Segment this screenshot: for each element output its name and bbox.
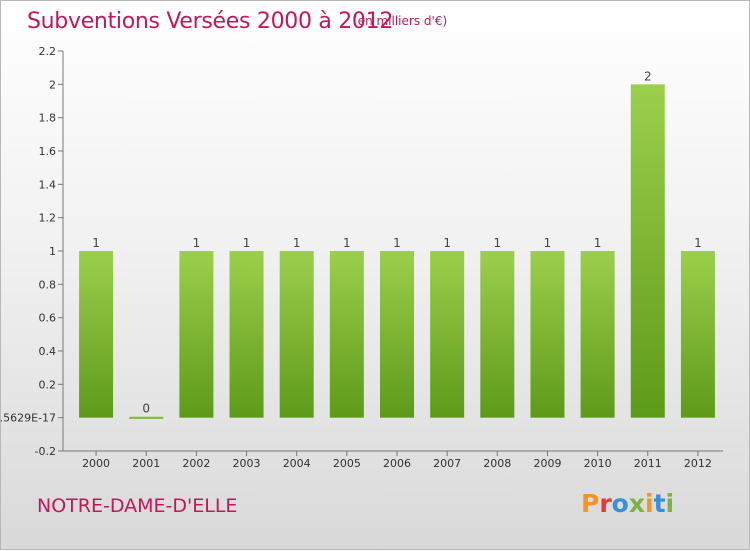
chart-axes — [58, 50, 723, 456]
x-tick-label: 2006 — [383, 457, 411, 470]
bar-2012[interactable] — [680, 251, 715, 418]
bar-2008[interactable] — [480, 251, 515, 418]
x-tick-label: 2011 — [634, 457, 662, 470]
bar-2009[interactable] — [530, 251, 565, 418]
logo-letter: t — [653, 489, 666, 518]
chart-title: Subventions Versées 2000 à 2012 — [27, 9, 394, 34]
bar-2004[interactable] — [279, 251, 314, 418]
bar-2005[interactable] — [329, 251, 364, 418]
logo-letter: i — [645, 489, 654, 518]
bar-2002[interactable] — [179, 251, 214, 418]
bar-value-label: 1 — [343, 236, 351, 250]
y-tick-label: 1.2 — [39, 212, 57, 225]
bar-value-label: 1 — [443, 236, 451, 250]
x-tick-label: 2005 — [333, 457, 361, 470]
x-tick-label: 2008 — [483, 457, 511, 470]
logo-letter: i — [665, 489, 675, 518]
bar-2010[interactable] — [580, 251, 615, 418]
bar-value-label: 1 — [393, 236, 401, 250]
y-tick-label: 2 — [49, 78, 56, 91]
logo-letter: r — [599, 489, 612, 518]
bar-value-label: 1 — [92, 236, 100, 250]
y-tick-label: 2.2 — [39, 45, 57, 58]
y-tick-label: -1.5629E-17 — [1, 412, 56, 425]
bar-value-label: 1 — [243, 236, 251, 250]
y-tick-label: 0.4 — [39, 345, 57, 358]
x-tick-label: 2012 — [684, 457, 712, 470]
chart-labels: -0.2 -1.5629E-17 0.2 0.4 0.6 0.8 1 1.2 1.4 1.6 1.8… — [1, 45, 712, 470]
bar-2001[interactable] — [129, 416, 164, 419]
bar-value-label: 0 — [142, 402, 150, 416]
bar-value-label: 1 — [694, 236, 702, 250]
y-tick-label: 0.2 — [39, 378, 57, 391]
bar-2011[interactable] — [630, 84, 665, 418]
logo-letter: o — [611, 489, 629, 518]
bar-value-label: 2 — [644, 69, 652, 83]
bar-2000[interactable] — [79, 251, 114, 418]
chart-bars — [79, 84, 715, 419]
x-tick-label: 2009 — [533, 457, 561, 470]
x-tick-label: 2000 — [82, 457, 110, 470]
logo-letter: x — [628, 489, 645, 518]
x-tick-label: 2007 — [433, 457, 461, 470]
logo-letter: P — [581, 489, 600, 518]
bar-2006[interactable] — [380, 251, 414, 418]
bar-value-label: 1 — [293, 236, 301, 250]
bar-2003[interactable] — [229, 251, 264, 418]
y-tick-label: 1.8 — [39, 112, 57, 125]
y-tick-label: 0.6 — [39, 312, 57, 325]
bar-value-label: 1 — [193, 236, 201, 250]
chart-unit-label: (en milliers d'€) — [353, 14, 448, 28]
bar-value-label: 1 — [594, 236, 602, 250]
commune-name: NOTRE-DAME-D'ELLE — [37, 495, 238, 517]
bar-value-label: 1 — [544, 236, 552, 250]
x-tick-label: 2003 — [233, 457, 261, 470]
y-tick-label: 1 — [49, 245, 56, 258]
y-tick-label: 1.6 — [39, 145, 57, 158]
y-tick-label: 0.8 — [39, 278, 57, 291]
x-tick-label: 2004 — [283, 457, 311, 470]
y-tick-label: -0.2 — [35, 445, 56, 458]
y-tick-label: 1.4 — [39, 178, 57, 191]
proxiti-logo[interactable]: Proxiti — [581, 489, 674, 518]
x-tick-label: 2002 — [182, 457, 210, 470]
x-tick-label: 2010 — [584, 457, 612, 470]
bar-2007[interactable] — [430, 251, 465, 418]
bar-value-label: 1 — [493, 236, 501, 250]
x-tick-label: 2001 — [132, 457, 160, 470]
